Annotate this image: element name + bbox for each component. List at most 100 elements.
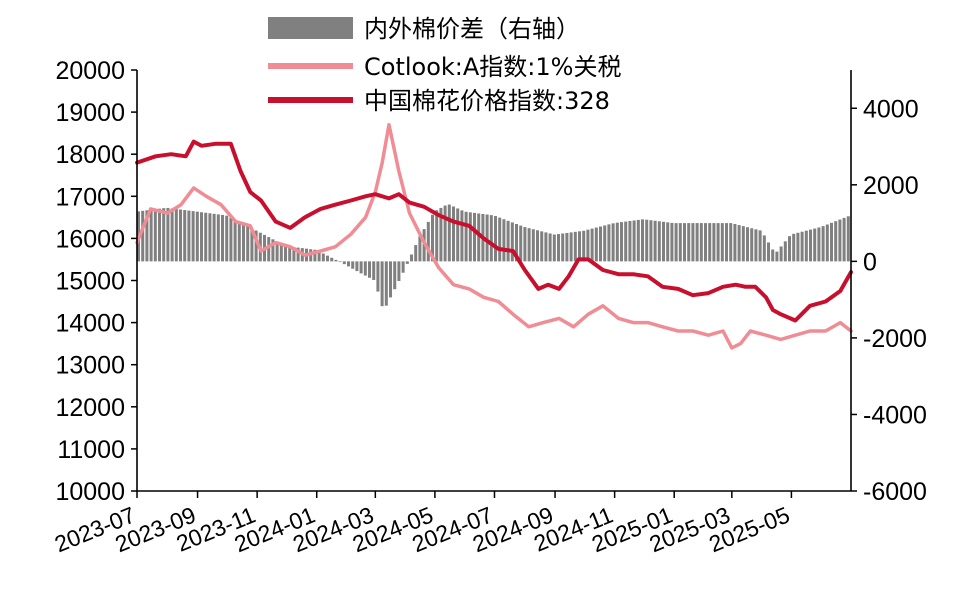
spread-bar <box>191 211 195 262</box>
spread-bar <box>473 212 477 262</box>
spread-bar <box>510 222 514 262</box>
spread-bar <box>586 229 590 262</box>
spread-bar <box>737 225 741 262</box>
spread-bar <box>758 230 762 262</box>
legend-label-cotlook: Cotlook:A指数:1%关税 <box>364 53 621 81</box>
spread-bar <box>725 223 729 262</box>
spread-bar <box>212 213 216 262</box>
spread-bar <box>678 223 682 262</box>
spread-bar <box>254 230 258 262</box>
spread-bar <box>603 225 607 262</box>
spread-bar <box>204 212 208 262</box>
spread-bar <box>456 208 460 262</box>
spread-bar <box>687 223 691 262</box>
spread-bar <box>523 227 527 262</box>
spread-bar <box>233 219 237 262</box>
spread-bar <box>468 212 472 262</box>
spread-bar <box>540 231 544 262</box>
spread-bar <box>288 246 292 262</box>
spread-bar <box>620 222 624 262</box>
spread-bar <box>578 231 582 262</box>
left-tick-label: 14000 <box>55 310 125 338</box>
spread-bar <box>704 223 708 262</box>
left-tick-label: 19000 <box>55 99 125 127</box>
spread-bar <box>582 230 586 262</box>
spread-bar <box>410 254 414 262</box>
spread-bar <box>515 224 519 262</box>
spread-bar <box>221 214 225 262</box>
spread-bar <box>158 208 162 262</box>
right-tick-label: 2000 <box>863 172 919 200</box>
spread-bar <box>397 261 401 281</box>
spread-bar <box>359 261 363 274</box>
spread-bar <box>565 232 569 262</box>
spread-bar <box>628 221 632 262</box>
spread-bar <box>544 232 548 262</box>
spread-bar <box>321 253 325 262</box>
spread-bar <box>611 223 615 262</box>
spread-bar <box>271 239 275 262</box>
spread-bar <box>330 257 334 262</box>
spread-bar <box>645 219 649 262</box>
spread-bar <box>414 245 418 262</box>
spread-bar <box>557 234 561 262</box>
spread-bar <box>632 220 636 262</box>
right-tick-label: -4000 <box>863 401 927 429</box>
spread-bar <box>561 233 565 262</box>
spread-bar <box>741 226 745 262</box>
spread-bar <box>284 245 288 262</box>
spread-bar <box>779 246 783 262</box>
spread-bar <box>351 261 355 269</box>
spread-bar <box>767 242 771 262</box>
spread-bar <box>326 255 330 262</box>
spread-bar <box>225 215 229 262</box>
spread-bar <box>771 249 775 262</box>
spread-bar <box>750 228 754 262</box>
spread-bar <box>250 228 254 262</box>
spread-bar <box>431 214 435 262</box>
spread-bar <box>649 220 653 262</box>
spread-bar <box>443 205 447 262</box>
spread-bar <box>485 214 489 262</box>
spread-bar <box>355 261 359 272</box>
spread-bar <box>636 219 640 262</box>
spread-bar <box>846 216 850 262</box>
spread-bar <box>800 231 804 262</box>
left-tick-label: 11000 <box>57 436 125 464</box>
spread-bar <box>817 227 821 262</box>
spread-bar <box>494 216 498 262</box>
spread-bar <box>775 251 779 262</box>
spread-bar <box>162 208 166 262</box>
spread-bar <box>313 249 317 262</box>
spread-bar <box>153 209 157 262</box>
spread-bar <box>464 211 468 262</box>
spread-bar <box>691 223 695 262</box>
spread-bar <box>292 247 296 262</box>
right-tick-label: 0 <box>863 248 877 276</box>
spread-bar <box>170 208 174 262</box>
spread-bar <box>334 259 338 262</box>
spread-bar <box>183 210 187 262</box>
spread-bar <box>200 212 204 262</box>
spread-bar <box>729 223 733 262</box>
spread-bars <box>137 204 850 307</box>
spread-bar <box>796 232 800 262</box>
legend: 内外棉价差（右轴） Cotlook:A指数:1%关税 中国棉花价格指数:328 <box>268 15 621 115</box>
spread-bar <box>708 223 712 262</box>
legend-label-spread: 内外棉价差（右轴） <box>364 15 580 43</box>
spread-bar <box>573 231 577 262</box>
spread-bar <box>267 237 271 262</box>
spread-bar <box>452 206 456 262</box>
spread-bar <box>141 210 145 262</box>
spread-bar <box>783 241 787 262</box>
spread-bar <box>149 209 153 262</box>
spread-bar <box>338 261 342 263</box>
spread-bar <box>187 210 191 262</box>
spread-bar <box>393 261 397 290</box>
spread-bar <box>699 223 703 262</box>
left-tick-label: 20000 <box>55 57 125 85</box>
spread-bar <box>342 261 346 265</box>
spread-bar <box>569 232 573 262</box>
spread-bar <box>788 236 792 262</box>
spread-bar <box>838 219 842 262</box>
